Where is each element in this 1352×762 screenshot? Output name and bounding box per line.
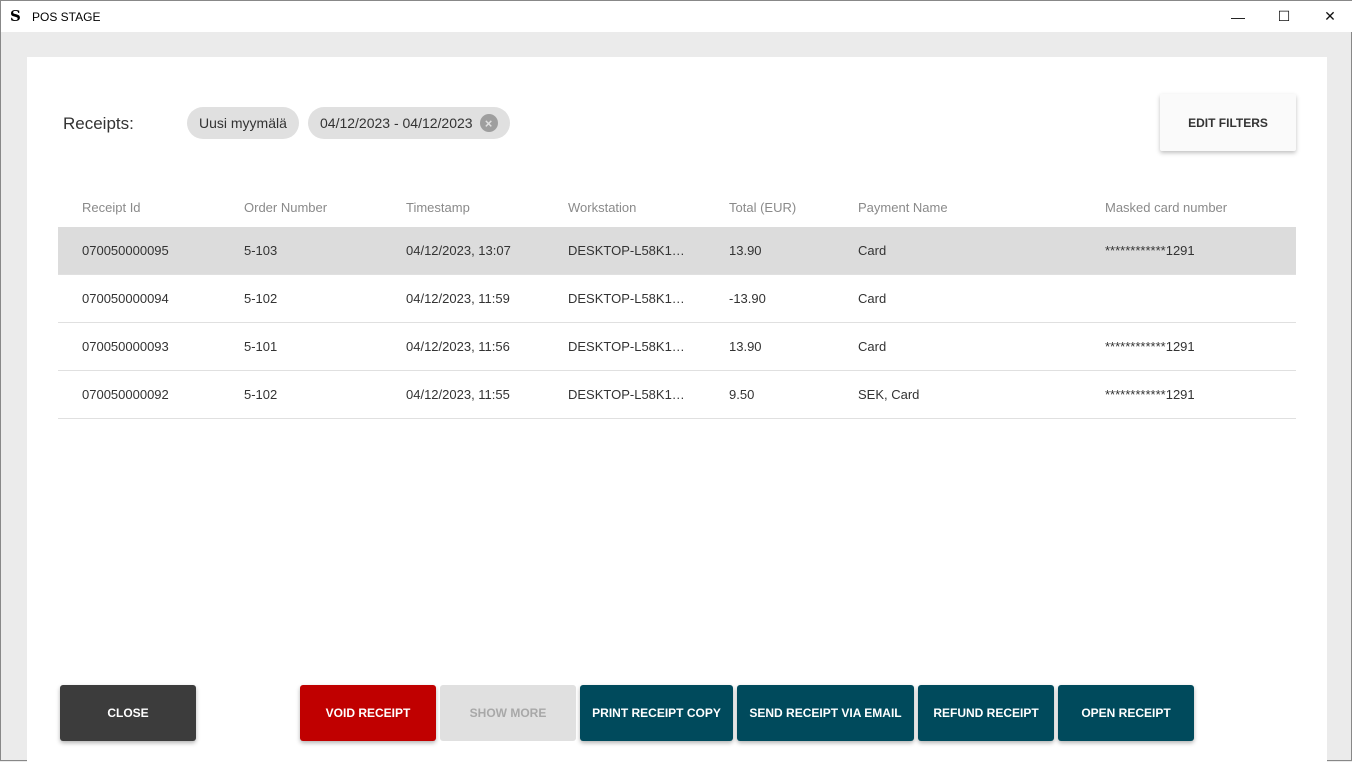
cell-timestamp: 04/12/2023, 11:59 bbox=[406, 291, 510, 306]
column-header-workstation: Workstation bbox=[568, 199, 637, 215]
table-row[interactable]: 070050000094 5-102 04/12/2023, 11:59 DESKTO… bbox=[58, 275, 1296, 323]
store-chip-label: Uusi myymälä bbox=[199, 115, 287, 131]
show-more-button[interactable]: SHOW MORE bbox=[440, 685, 576, 741]
print-receipt-copy-button[interactable]: PRINT RECEIPT COPY bbox=[580, 685, 733, 741]
table-row[interactable]: 070050000095 5-103 04/12/2023, 13:07 DESKTO… bbox=[58, 227, 1296, 275]
cell-workstation: DESKTOP-L58K1… bbox=[568, 339, 685, 354]
edit-filters-button[interactable]: EDIT FILTERS bbox=[1160, 94, 1296, 151]
column-header-timestamp: Timestamp bbox=[406, 199, 470, 215]
cell-workstation: DESKTOP-L58K1… bbox=[568, 387, 685, 402]
cell-payment-name: Card bbox=[858, 339, 887, 354]
column-header-payment-name: Payment Name bbox=[858, 199, 948, 215]
cell-total: 13.90 bbox=[729, 339, 762, 354]
open-receipt-button[interactable]: OPEN RECEIPT bbox=[1058, 685, 1194, 741]
table-row[interactable]: 070050000093 5-101 04/12/2023, 11:56 DESKTO… bbox=[58, 323, 1296, 371]
cell-receipt-id: 070050000095 bbox=[82, 243, 169, 258]
maximize-button[interactable]: ☐ bbox=[1277, 8, 1291, 24]
cell-masked-card: ************1291 bbox=[1105, 339, 1195, 354]
table-header: Receipt Id Order Number Timestamp Workstati… bbox=[58, 187, 1296, 227]
column-header-receipt-id: Receipt Id bbox=[82, 199, 141, 215]
cell-receipt-id: 070050000094 bbox=[82, 291, 169, 306]
cell-total: -13.90 bbox=[729, 291, 766, 306]
cell-payment-name: SEK, Card bbox=[858, 387, 920, 402]
cell-payment-name: Card bbox=[858, 291, 887, 306]
close-button[interactable]: CLOSE bbox=[60, 685, 196, 741]
title-bar: S POS STAGE — ☐ ✕ bbox=[1, 1, 1352, 32]
column-header-masked-card: Masked card number bbox=[1105, 199, 1228, 215]
window-title: POS STAGE bbox=[32, 9, 101, 24]
date-chip-label: 04/12/2023 - 04/12/2023 bbox=[320, 115, 473, 131]
cell-masked-card: ************1291 bbox=[1105, 387, 1195, 402]
cell-workstation: DESKTOP-L58K1… bbox=[568, 243, 685, 258]
minimize-button[interactable]: — bbox=[1231, 8, 1245, 25]
cell-receipt-id: 070050000092 bbox=[82, 387, 169, 402]
receipts-panel: Receipts: Uusi myymälä 04/12/2023 - 04/1… bbox=[27, 57, 1327, 762]
cell-order-number: 5-102 bbox=[244, 291, 278, 306]
cell-order-number: 5-103 bbox=[244, 243, 278, 258]
receipts-table: Receipt Id Order Number Timestamp Workstati… bbox=[58, 187, 1296, 419]
cell-timestamp: 04/12/2023, 11:55 bbox=[406, 387, 510, 402]
cell-receipt-id: 070050000093 bbox=[82, 339, 169, 354]
table-row[interactable]: 070050000092 5-102 04/12/2023, 11:55 DESKTO… bbox=[58, 371, 1296, 419]
cell-masked-card: ************1291 bbox=[1105, 243, 1195, 258]
cell-timestamp: 04/12/2023, 11:56 bbox=[406, 339, 510, 354]
cell-workstation: DESKTOP-L58K1… bbox=[568, 291, 685, 306]
remove-filter-icon[interactable]: × bbox=[479, 114, 498, 132]
column-header-total: Total (EUR) bbox=[729, 199, 797, 215]
cell-payment-name: Card bbox=[858, 243, 887, 258]
cell-timestamp: 04/12/2023, 13:07 bbox=[406, 243, 511, 258]
cell-order-number: 5-101 bbox=[244, 339, 278, 354]
close-window-button[interactable]: ✕ bbox=[1324, 8, 1336, 24]
cell-total: 9.50 bbox=[729, 387, 755, 402]
store-filter-chip[interactable]: Uusi myymälä bbox=[187, 107, 299, 139]
date-filter-chip[interactable]: 04/12/2023 - 04/12/2023 × bbox=[308, 107, 510, 139]
send-receipt-email-button[interactable]: SEND RECEIPT VIA EMAIL bbox=[737, 685, 914, 741]
cell-total: 13.90 bbox=[729, 243, 762, 258]
app-logo-icon: S bbox=[10, 6, 21, 25]
receipts-label: Receipts: bbox=[63, 114, 134, 133]
refund-receipt-button[interactable]: REFUND RECEIPT bbox=[918, 685, 1054, 741]
cell-order-number: 5-102 bbox=[244, 387, 278, 402]
void-receipt-button[interactable]: VOID RECEIPT bbox=[300, 685, 436, 741]
column-header-order-number: Order Number bbox=[244, 199, 328, 215]
